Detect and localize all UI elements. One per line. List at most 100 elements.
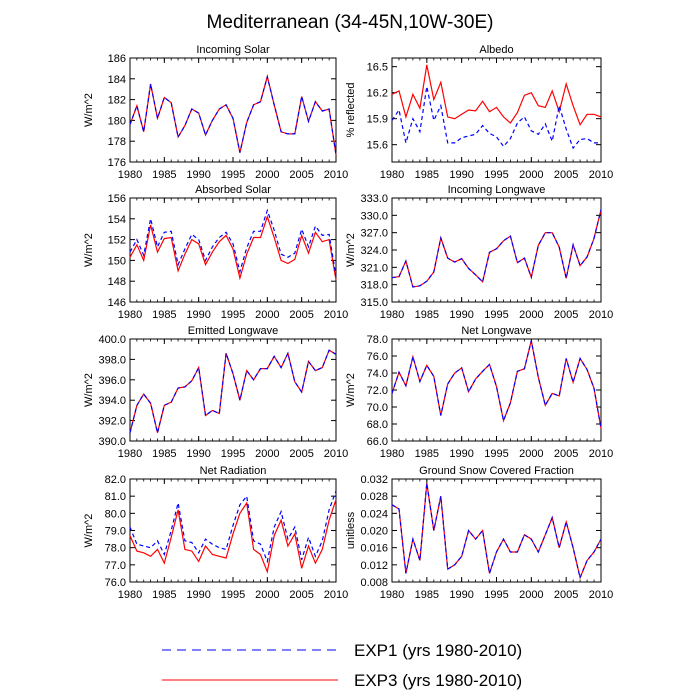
y-tick-label: 398.0: [98, 354, 126, 366]
series-line-exp3: [129, 349, 337, 433]
y-tick-label: 0.032: [360, 474, 388, 486]
series-line-exp3: [129, 74, 337, 155]
chart-panel: Incoming Longwave 1980 1985 1990 1995 2000 200…: [345, 184, 613, 321]
y-tick-label: 333.0: [360, 193, 388, 205]
panel-title: Incoming Solar: [196, 44, 270, 56]
panel-title: Ground Snow Covered Fraction: [419, 465, 574, 477]
series-line-exp1: [129, 74, 337, 155]
x-tick-label: 1985: [152, 448, 176, 460]
series-line-exp3: [391, 340, 602, 429]
x-tick-label: 2000: [519, 169, 543, 181]
x-tick-label: 1980: [380, 309, 404, 321]
y-tick-label: 77.0: [105, 560, 126, 572]
y-tick-label: 186: [108, 53, 126, 65]
x-tick-label: 1995: [484, 589, 508, 601]
y-axis-label: % reflected: [345, 82, 357, 137]
x-tick-label: 1985: [152, 169, 176, 181]
y-tick-label: 176: [108, 157, 126, 169]
y-tick-label: 0.008: [360, 577, 388, 589]
y-tick-label: 148: [108, 276, 126, 288]
y-tick-label: 400.0: [98, 334, 126, 346]
y-tick-label: 79.0: [105, 526, 126, 538]
x-tick-label: 1990: [186, 309, 210, 321]
y-tick-label: 15.6: [367, 140, 388, 152]
y-tick-label: 80.0: [105, 508, 126, 520]
chart-panel: Ground Snow Covered Fraction 1980 1985 1990…: [345, 465, 613, 601]
plot-frame: [391, 197, 602, 303]
series-line-exp1: [129, 349, 337, 433]
plot-frame: [391, 338, 602, 442]
y-tick-label: 0.012: [360, 560, 388, 572]
series-line-exp3: [391, 483, 602, 580]
y-tick-label: 178: [108, 136, 126, 148]
x-tick-label: 2010: [589, 309, 613, 321]
y-tick-label: 180: [108, 115, 126, 127]
x-tick-label: 1990: [449, 169, 473, 181]
x-tick-label: 1980: [118, 448, 142, 460]
chart-panel: Absorbed Solar 1980 1985 1990 1995 2000 2005 20…: [83, 184, 348, 321]
plot-frame: [129, 478, 337, 583]
y-tick-label: 152: [108, 235, 126, 247]
legend: EXP1 (yrs 1980-2010) EXP3 (yrs 1980-2010): [162, 641, 522, 690]
x-tick-label: 2005: [289, 448, 313, 460]
y-tick-label: 76.0: [105, 577, 126, 589]
x-tick-label: 1995: [221, 589, 245, 601]
x-tick-label: 1990: [449, 589, 473, 601]
y-tick-label: 315.0: [360, 297, 388, 309]
y-tick-label: 0.024: [360, 508, 388, 520]
x-tick-label: 2005: [289, 169, 313, 181]
x-tick-label: 1990: [449, 309, 473, 321]
y-tick-label: 392.0: [98, 416, 126, 428]
x-tick-label: 1995: [484, 309, 508, 321]
y-axis-label: W/m^2: [345, 233, 357, 267]
y-tick-label: 0.016: [360, 543, 388, 555]
y-tick-label: 396.0: [98, 375, 126, 387]
x-tick-label: 2005: [289, 589, 313, 601]
y-tick-label: 16.2: [367, 88, 388, 100]
x-tick-label: 1980: [380, 169, 404, 181]
x-tick-label: 1985: [152, 309, 176, 321]
y-tick-label: 72.0: [367, 385, 388, 397]
figure-title: Mediterranean (34-45N,10W-30E): [207, 12, 494, 33]
x-tick-label: 2005: [289, 309, 313, 321]
x-tick-label: 2005: [554, 309, 578, 321]
x-tick-label: 1980: [118, 589, 142, 601]
y-tick-label: 318.0: [360, 280, 388, 292]
panel-title: Incoming Longwave: [448, 184, 546, 196]
y-tick-label: 0.028: [360, 491, 388, 503]
y-axis-label: unitless: [345, 511, 357, 549]
x-tick-label: 2010: [324, 589, 348, 601]
series-line-exp1: [129, 208, 337, 277]
series-line-exp1: [391, 209, 602, 288]
y-axis-label: W/m^2: [83, 233, 95, 267]
y-tick-label: 156: [108, 193, 126, 205]
panels-grid: Incoming Solar 1980 1985 1990 1995 2000 2005 20…: [83, 44, 613, 601]
y-tick-label: 321.0: [360, 262, 388, 274]
x-tick-label: 1990: [449, 448, 473, 460]
x-tick-label: 2000: [255, 448, 279, 460]
x-tick-label: 2000: [519, 309, 543, 321]
series-line-exp1: [391, 340, 602, 429]
chart-panel: Net Radiation 1980 1985 1990 1995 2000 2005 201…: [83, 465, 348, 601]
y-axis-label: W/m^2: [83, 373, 95, 407]
plot-frame: [129, 338, 337, 442]
y-tick-label: 74.0: [367, 368, 388, 380]
y-tick-label: 70.0: [367, 402, 388, 414]
legend-label-exp1: EXP1 (yrs 1980-2010): [354, 641, 522, 660]
x-tick-label: 2010: [589, 169, 613, 181]
chart-panel: Albedo 1980 1985 1990 1995 2000 2005 2010 15.6 15…: [345, 44, 613, 181]
series-line-exp3: [391, 64, 602, 127]
x-tick-label: 1990: [186, 169, 210, 181]
y-tick-label: 78.0: [367, 334, 388, 346]
x-tick-label: 2010: [324, 169, 348, 181]
y-tick-label: 68.0: [367, 419, 388, 431]
x-tick-label: 2000: [255, 589, 279, 601]
y-tick-label: 82.0: [105, 474, 126, 486]
x-tick-label: 2005: [554, 448, 578, 460]
y-tick-label: 76.0: [367, 351, 388, 363]
chart-panel: Incoming Solar 1980 1985 1990 1995 2000 2005 20…: [83, 44, 348, 181]
y-tick-label: 394.0: [98, 395, 126, 407]
y-tick-label: 146: [108, 297, 126, 309]
x-tick-label: 1985: [415, 169, 439, 181]
x-tick-label: 1980: [118, 309, 142, 321]
